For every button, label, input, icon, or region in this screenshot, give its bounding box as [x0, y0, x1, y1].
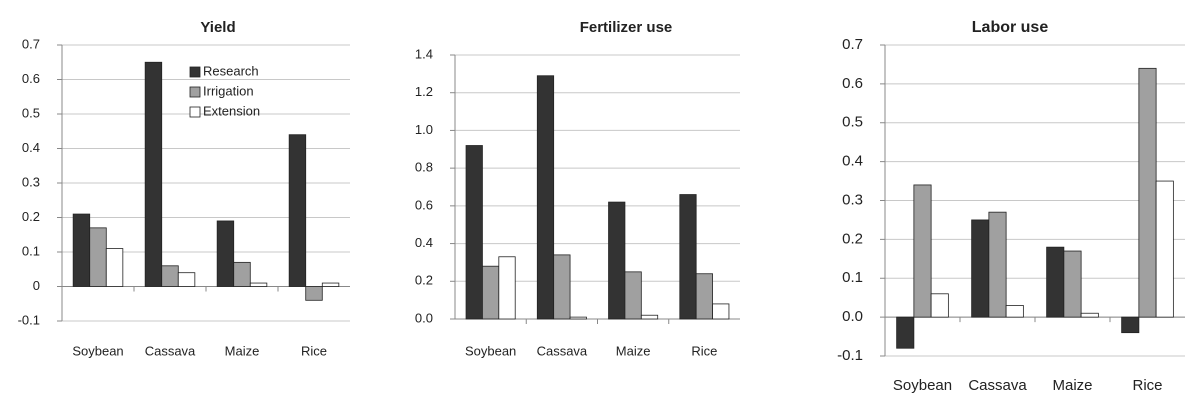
bar	[161, 265, 179, 287]
y-tick-label: 0.1	[22, 243, 40, 258]
bar	[305, 286, 323, 301]
legend-label: Extension	[203, 103, 260, 118]
bar	[712, 303, 730, 320]
y-tick-label: -0.1	[18, 312, 40, 327]
y-tick-label: 0.7	[842, 36, 863, 53]
bar	[1121, 316, 1140, 334]
chart-title: Fertilizer use	[580, 19, 673, 36]
bar	[321, 282, 340, 287]
y-tick-label: 0.0	[842, 308, 863, 325]
bar	[624, 271, 642, 320]
x-tick-label: Maize	[1052, 377, 1092, 394]
bar	[1005, 305, 1024, 318]
bar	[971, 219, 990, 318]
bar	[608, 201, 626, 320]
y-tick-label: 0.2	[415, 273, 433, 288]
bar	[1080, 312, 1099, 318]
bar	[465, 145, 483, 320]
bar	[695, 273, 713, 320]
y-tick-label: -0.1	[837, 347, 863, 364]
y-tick-label: 0.7	[22, 36, 40, 51]
x-tick-label: Cassava	[537, 343, 588, 358]
x-tick-label: Rice	[301, 343, 327, 358]
legend-swatch	[189, 86, 201, 98]
bar	[640, 314, 659, 320]
y-tick-label: 0.4	[415, 235, 433, 250]
bar	[536, 75, 555, 320]
x-tick-label: Cassava	[145, 343, 196, 358]
bar	[1046, 246, 1065, 318]
bar	[288, 134, 307, 287]
bar	[988, 211, 1007, 318]
legend-label: Irrigation	[203, 83, 254, 98]
legend-label: Research	[203, 63, 259, 78]
x-tick-label: Soybean	[72, 343, 123, 358]
bar	[896, 316, 915, 349]
y-tick-label: 0.6	[22, 71, 40, 86]
bar	[105, 248, 124, 287]
y-tick-label: 1.4	[415, 46, 433, 61]
y-tick-label: 0.6	[415, 197, 433, 212]
y-tick-label: 0.4	[842, 153, 863, 170]
chart-title: Yield	[200, 19, 235, 36]
x-tick-label: Maize	[225, 343, 260, 358]
y-tick-label: 0.6	[842, 75, 863, 92]
y-tick-label: 0.3	[22, 174, 40, 189]
y-tick-label: 0	[33, 278, 40, 293]
bar	[249, 282, 268, 287]
y-tick-label: 0.3	[842, 191, 863, 208]
bar	[72, 213, 91, 287]
bar	[1155, 180, 1174, 318]
bar	[233, 261, 251, 287]
x-tick-label: Rice	[1132, 377, 1162, 394]
y-tick-label: 1.0	[415, 122, 433, 137]
bar	[553, 254, 571, 320]
x-tick-label: Cassava	[968, 377, 1027, 394]
legend-swatch	[189, 106, 201, 118]
y-tick-label: 1.2	[415, 84, 433, 99]
chart-title: Labor use	[972, 19, 1049, 36]
y-tick-label: 0.5	[842, 114, 863, 131]
bar	[89, 227, 107, 287]
x-tick-label: Soybean	[893, 377, 952, 394]
x-tick-label: Soybean	[465, 343, 516, 358]
bar	[177, 272, 196, 287]
y-tick-label: 0.8	[415, 160, 433, 175]
bar	[144, 61, 163, 287]
x-tick-label: Maize	[616, 343, 651, 358]
x-tick-label: Rice	[691, 343, 717, 358]
y-tick-label: 0.4	[22, 140, 40, 155]
bar	[569, 316, 587, 320]
y-tick-label: 0.0	[415, 310, 433, 325]
bar	[1138, 67, 1157, 318]
bar	[679, 194, 697, 320]
y-tick-label: 0.1	[842, 269, 863, 286]
bar	[930, 293, 949, 318]
bar	[482, 265, 500, 320]
y-tick-label: 0.2	[22, 209, 40, 224]
bar	[498, 256, 516, 320]
bar	[913, 184, 932, 318]
bar	[1063, 250, 1082, 318]
legend-swatch	[189, 66, 201, 78]
y-tick-label: 0.5	[22, 105, 40, 120]
bar	[216, 220, 235, 287]
y-tick-label: 0.2	[842, 230, 863, 247]
